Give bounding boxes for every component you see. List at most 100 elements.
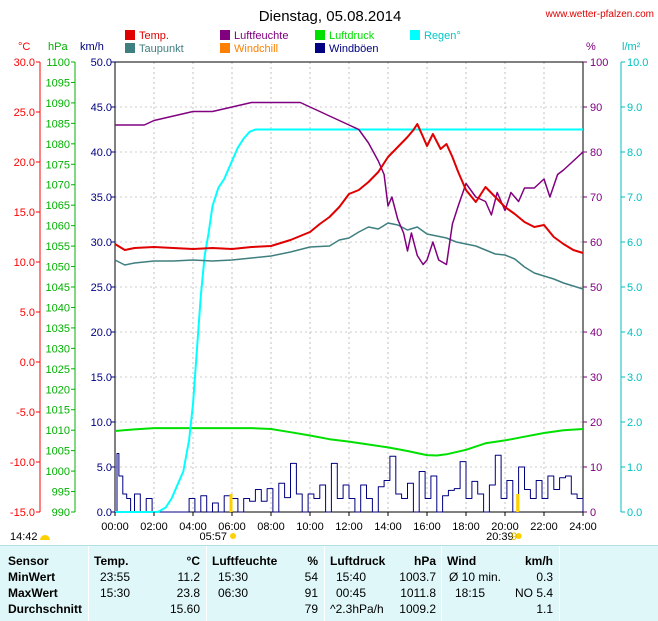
chart-legend: Temp. Luftfeuchte Luftdruck Regen° Taupunkt W… (125, 30, 461, 55)
hpa-tick-label: 1005 (46, 446, 70, 458)
rain-tick-label: 6.0 (627, 237, 642, 249)
kmh-tick-label: 25.0 (91, 282, 112, 294)
row-min-hum-time: 15:30 (218, 570, 249, 584)
legend-swatch-luftfeuchte (220, 30, 230, 40)
series-line-taupunkt (114, 222, 584, 290)
x-tick-label: 00:00 (101, 521, 129, 533)
temp-tick-label: -10.0 (10, 457, 35, 469)
hpa-tick-label: 1020 (46, 384, 70, 396)
temp-tick-label: 15.0 (14, 207, 35, 219)
temp-tick-label: -15.0 (10, 507, 35, 519)
temp-tick-label: 25.0 (14, 107, 35, 119)
kmh-tick-label: 45.0 (91, 102, 112, 114)
hpa-tick-label: 1080 (46, 139, 70, 151)
kmh-tick-label: 40.0 (91, 147, 112, 159)
legend-label-luftdruck: Luftdruck (329, 30, 375, 42)
pct-tick-label: 60 (590, 237, 602, 249)
x-tick-label: 02:00 (140, 521, 168, 533)
statistics-table: Sensor Temp. °C Luftfeuchte % Luftdruck … (0, 545, 658, 621)
temp-tick-label: 0.0 (20, 357, 35, 369)
header-temp: Temp. (94, 554, 129, 568)
source-link[interactable]: www.wetter-pfalzen.com (545, 9, 654, 20)
rain-tick-label: 0.0 (627, 507, 642, 519)
row-max-press-val: 1011.8 (400, 586, 436, 600)
series-line-luftfeuchte (115, 101, 584, 266)
row-max-wind-label: 18:15 (455, 586, 486, 600)
rain-tick-label: 1.0 (627, 462, 642, 474)
header-press: Luftdruck (330, 554, 386, 568)
legend-swatch-regen (410, 30, 420, 40)
sunset-bar (516, 494, 520, 512)
legend-swatch-luftdruck (315, 30, 325, 40)
row-max-press-time: 00:45 (336, 586, 367, 600)
hpa-tick-label: 1075 (46, 159, 70, 171)
temp-tick-label: -5.0 (16, 407, 35, 419)
hpa-tick-label: 1050 (46, 262, 70, 274)
sunrise-time: 05:57 (199, 531, 227, 543)
axis-unit-labels: °C hPa km/h% l/m² (18, 41, 641, 53)
legend-label-temp: Temp. (139, 30, 169, 42)
kmh-tick-label: 15.0 (91, 372, 112, 384)
legend-swatch-windboeen (315, 43, 325, 53)
legend-label-windchill: Windchill (234, 43, 278, 55)
row-min-press-time: 15:40 (336, 570, 367, 584)
x-tick-label: 06:00 (218, 521, 246, 533)
row-min-hum-val: 54 (304, 570, 318, 584)
row-avg-wind-val: 1.1 (536, 602, 553, 616)
temp-unit-label: °C (18, 41, 30, 53)
legend-swatch-temp (125, 30, 135, 40)
header-press-unit: hPa (413, 554, 436, 568)
hpa-tick-label: 1065 (46, 200, 70, 212)
kmh-tick-label: 20.0 (91, 327, 112, 339)
moon-marker: 9 (511, 531, 517, 543)
row-max-hum-time: 06:30 (218, 586, 249, 600)
rain-tick-label: 4.0 (627, 327, 642, 339)
row-min-temp-val: 11.2 (177, 570, 200, 584)
row-min-wind-val: 0.3 (536, 570, 553, 584)
chart-series (114, 101, 584, 513)
sunrise-icon (230, 533, 237, 539)
series-line-temp (114, 123, 584, 254)
temp-tick-label: 30.0 (14, 57, 35, 69)
hpa-tick-label: 1030 (46, 343, 70, 355)
kmh-tick-label: 30.0 (91, 237, 112, 249)
pct-tick-label: 80 (590, 147, 602, 159)
kmh-tick-label: 50.0 (91, 57, 112, 69)
header-temp-unit: °C (186, 554, 200, 568)
weather-chart: Dienstag, 05.08.2014 www.wetter-pfalzen.… (10, 8, 654, 543)
hpa-tick-label: 1015 (46, 405, 70, 417)
x-tick-label: 16:00 (413, 521, 441, 533)
hpa-tick-label: 1090 (46, 98, 70, 110)
rain-unit-label: l/m² (622, 41, 641, 53)
row-avg-temp-val: 15.60 (169, 602, 200, 616)
kmh-tick-label: 35.0 (91, 192, 112, 204)
pct-tick-label: 50 (590, 282, 602, 294)
pct-tick-label: 0 (590, 507, 596, 519)
sun-half-icon (40, 535, 50, 540)
rain-tick-label: 9.0 (627, 102, 642, 114)
legend-label-taupunkt: Taupunkt (139, 43, 184, 55)
pct-tick-label: 90 (590, 102, 602, 114)
kmh-tick-label: 10.0 (91, 417, 112, 429)
row-max-label: MaxWert (8, 586, 58, 600)
sunrise-bar (229, 494, 233, 512)
pct-tick-label: 10 (590, 462, 602, 474)
x-tick-label: 12:00 (335, 521, 363, 533)
header-wind-unit: km/h (524, 554, 553, 568)
x-tick-label: 20:00 (491, 521, 519, 533)
chart-grid (115, 62, 583, 512)
hpa-tick-label: 1100 (46, 57, 70, 69)
x-axis-labels: 00:00 02:00 04:00 06:00 08:00 10:00 12:00 14:00… (101, 512, 597, 533)
row-avg-label: Durchschnitt (8, 602, 83, 616)
kmh-tick-label: 5.0 (97, 462, 112, 474)
hpa-tick-label: 990 (52, 507, 70, 519)
row-avg-hum-val: 79 (304, 602, 318, 616)
rain-tick-label: 5.0 (627, 282, 642, 294)
pct-unit-label: % (586, 41, 596, 53)
row-max-wind-val: NO 5.4 (514, 586, 553, 600)
pct-tick-label: 70 (590, 192, 602, 204)
sunset-icon (515, 533, 522, 539)
row-max-temp-val: 23.8 (176, 586, 200, 600)
row-min-press-val: 1003.7 (399, 570, 436, 584)
hpa-tick-label: 1070 (46, 180, 70, 192)
